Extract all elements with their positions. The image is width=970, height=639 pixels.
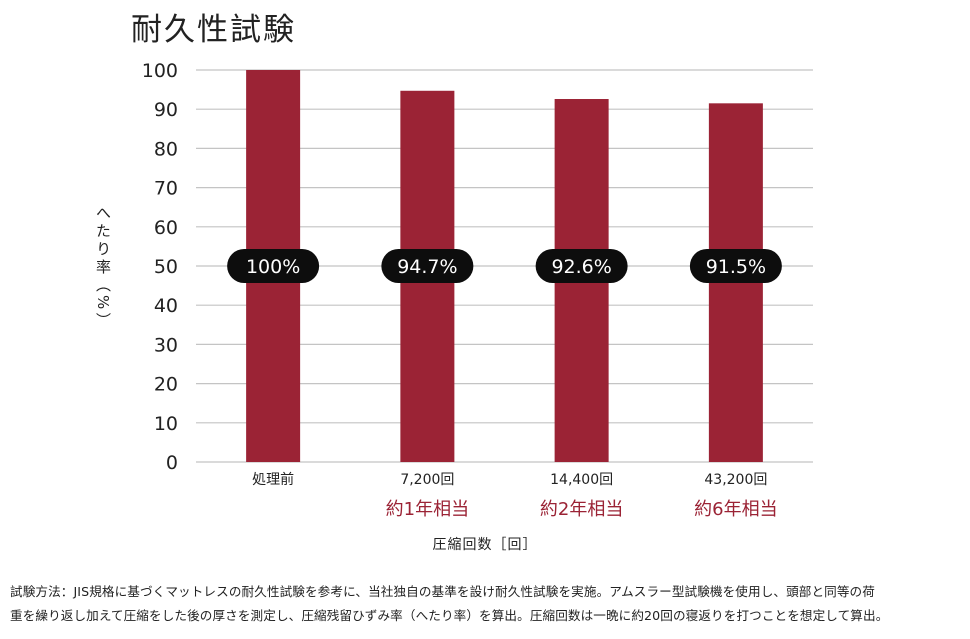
y-tick-label: 10	[154, 413, 178, 435]
x-tick-sublabel: 約1年相当	[386, 499, 469, 520]
x-tick-sublabel: 約2年相当	[540, 499, 623, 520]
y-tick-label: 0	[166, 452, 178, 474]
x-axis-label: 圧縮回数［回］	[432, 537, 538, 553]
y-tick-label: 90	[154, 99, 178, 121]
y-axis-ticks: 0 10 20 30 40 50 60 70 80 90 100	[142, 60, 178, 474]
y-tick-label: 30	[154, 334, 178, 356]
y-tick-label: 40	[154, 295, 178, 317]
value-label: 92.6%	[551, 256, 611, 278]
x-tick-label: 7,200回	[400, 472, 454, 488]
y-tick-label: 80	[154, 138, 178, 160]
footnote-line-2: 重を繰り返し加えて圧縮をした後の厚さを測定し、圧縮残留ひずみ率（へたり率）を算出…	[10, 608, 889, 623]
y-tick-label: 60	[154, 217, 178, 239]
value-label-pill	[381, 249, 474, 283]
x-tick-sublabel: 約6年相当	[694, 499, 777, 520]
value-label-pill	[689, 249, 782, 283]
y-tick-label: 20	[154, 374, 178, 396]
y-tick-label: 70	[154, 178, 178, 200]
x-tick-label: 43,200回	[704, 472, 767, 488]
y-axis-label: へたり率（%）	[94, 205, 112, 331]
value-label-pill	[227, 249, 320, 283]
footnote-line-1: 試験方法：JIS規格に基づくマットレスの耐久性試験を参考に、当社独自の基準を設け…	[10, 584, 875, 599]
chart-title: 耐久性試験	[131, 12, 296, 48]
x-tick-label: 処理前	[252, 471, 294, 488]
footnote: 試験方法：JIS規格に基づくマットレスの耐久性試験を参考に、当社独自の基準を設け…	[10, 580, 965, 628]
value-label: 94.7%	[397, 256, 457, 278]
x-tick-label: 14,400回	[550, 472, 613, 488]
value-label: 100%	[246, 256, 300, 278]
y-tick-label: 50	[154, 256, 178, 278]
value-label-pill	[535, 249, 628, 283]
value-labels: 100% 94.7% 92.6% 91.5%	[227, 249, 782, 283]
value-label: 91.5%	[706, 256, 766, 278]
y-tick-label: 100	[142, 60, 178, 82]
